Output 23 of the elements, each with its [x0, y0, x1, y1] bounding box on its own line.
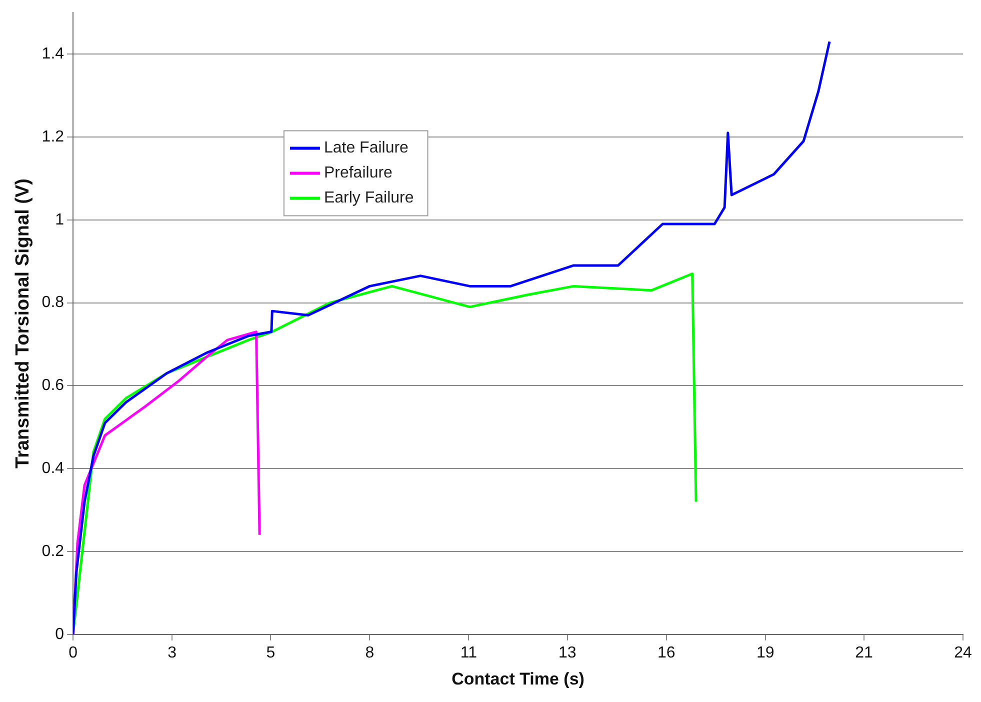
y-axis-title: Transmitted Torsional Signal (V) [12, 178, 34, 468]
y-tick-label: 0.2 [42, 542, 64, 560]
y-tick-label: 0.8 [42, 294, 64, 312]
x-tick-label: 5 [266, 644, 276, 662]
y-tick-label: 0.4 [42, 460, 64, 477]
x-tick-label: 0 [68, 644, 78, 662]
y-tick-label: 1.2 [42, 128, 64, 146]
y-tick-label: 0 [55, 626, 64, 643]
x-tick-label: 3 [168, 644, 177, 662]
x-axis-title: Contact Time (s) [452, 669, 584, 688]
legend-label: Prefailure [324, 164, 393, 182]
x-tick-label: 21 [855, 644, 873, 662]
x-tick-label: 16 [657, 644, 676, 662]
x-tick-label: 24 [954, 644, 972, 662]
x-tick-label: 8 [365, 644, 374, 662]
y-tick-label: 0.6 [42, 377, 64, 394]
y-tick-label: 1.4 [42, 45, 64, 62]
x-tick-label: 19 [756, 644, 774, 662]
x-tick-label: 11 [460, 644, 478, 662]
legend-label: Early Failure [324, 190, 414, 207]
y-tick-label: 1 [55, 211, 64, 228]
legend-label: Late Failure [324, 140, 409, 157]
x-tick-label: 13 [558, 644, 576, 662]
